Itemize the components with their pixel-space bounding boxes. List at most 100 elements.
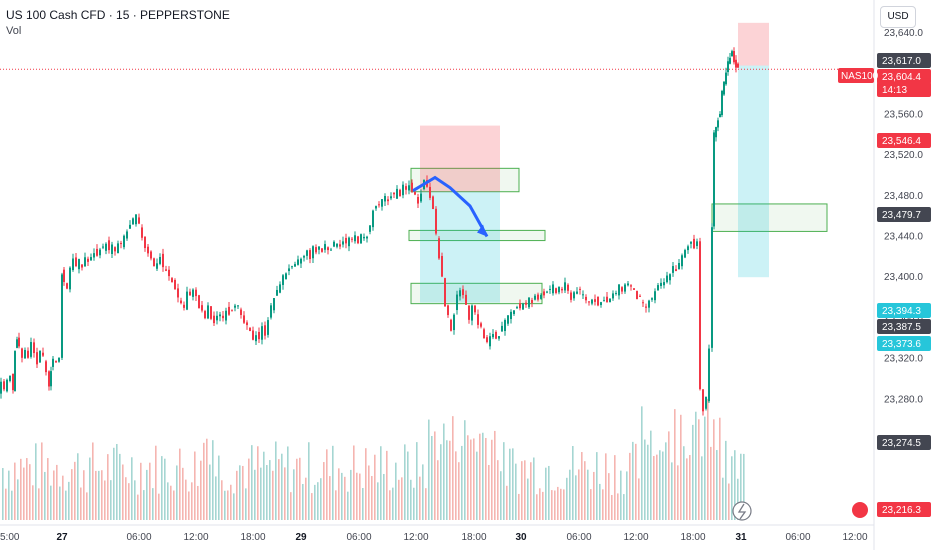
volume-bar <box>98 470 100 520</box>
volume-bar <box>569 469 571 520</box>
volume-bar <box>719 417 721 520</box>
candle-body <box>483 329 485 339</box>
volume-bar <box>428 419 430 520</box>
candle-body <box>195 289 197 297</box>
candle-body <box>198 295 200 309</box>
volume-bar <box>164 458 166 520</box>
currency-button[interactable]: USD <box>880 6 916 28</box>
volume-bar <box>260 467 262 520</box>
volume-bar <box>563 489 565 520</box>
volume-bar <box>293 469 295 520</box>
candle-body <box>147 246 149 254</box>
candle-body <box>630 285 632 287</box>
candle-body <box>450 319 452 331</box>
candle-body <box>624 284 626 292</box>
price-tag <box>877 336 931 351</box>
volume-bar <box>575 475 577 520</box>
volume-bar <box>44 471 46 520</box>
volume-bar <box>704 416 706 520</box>
candle-body <box>615 292 617 294</box>
volume-bar <box>272 470 274 520</box>
candle-body <box>507 315 509 324</box>
volume-bar <box>722 477 724 520</box>
volume-bar <box>296 458 298 520</box>
price-tag-label: 23,546.4 <box>882 136 921 147</box>
volume-bar <box>158 493 160 520</box>
candle-body <box>87 258 89 262</box>
candle-body <box>495 331 497 339</box>
volume-bar <box>317 482 319 520</box>
volume-bar <box>335 490 337 520</box>
candle-body <box>312 246 314 259</box>
volume-bar <box>677 465 679 520</box>
volume-bar <box>524 460 526 520</box>
volume-bar <box>332 445 334 520</box>
candle-body <box>24 349 26 359</box>
candle-body <box>96 248 98 256</box>
volume-bar <box>305 477 307 520</box>
volume-bar <box>518 493 520 520</box>
candle-body <box>504 320 506 332</box>
volume-bar <box>374 454 376 520</box>
candle-body <box>75 257 77 267</box>
candle-body <box>612 293 614 299</box>
candle-body <box>150 251 152 259</box>
volume-bar <box>167 482 169 520</box>
candle-body <box>228 306 230 315</box>
y-tick-label: 23,280.0 <box>884 394 923 405</box>
volume-bar <box>77 453 79 520</box>
volume-bar <box>266 465 268 520</box>
candle-body <box>219 314 221 317</box>
volume-bar <box>674 409 676 520</box>
x-tick-label: 12:00 <box>842 532 867 543</box>
volume-bar <box>182 467 184 520</box>
candle-body <box>429 186 431 198</box>
volume-bar <box>644 439 646 520</box>
candle-body <box>456 294 458 311</box>
volume-bar <box>491 439 493 520</box>
candle-body <box>459 290 461 297</box>
volume-bar <box>689 455 691 520</box>
candle-body <box>63 269 65 282</box>
symbol-tag-label: NAS100 <box>841 71 879 82</box>
volume-bar <box>74 461 76 520</box>
candle-body <box>669 274 671 281</box>
price-tag <box>877 53 931 68</box>
candle-body <box>84 257 86 267</box>
stop-zone <box>738 22 769 66</box>
volume-bar <box>20 458 22 520</box>
price-tag-label: 14:13 <box>882 85 907 96</box>
flash-icon[interactable] <box>732 501 752 521</box>
volume-bar <box>458 462 460 520</box>
price-tag <box>877 502 931 517</box>
candle-body <box>201 305 203 311</box>
candle-body <box>684 250 686 258</box>
candle-body <box>591 299 593 304</box>
volume-bar <box>170 485 172 520</box>
candle-body <box>52 358 54 367</box>
candle-body <box>372 210 374 228</box>
candle-body <box>546 291 548 293</box>
candle-body <box>636 291 638 300</box>
candle-body <box>360 234 362 244</box>
volume-bar <box>194 451 196 520</box>
candle-body <box>489 336 491 347</box>
candle-body <box>375 206 377 209</box>
candle-body <box>261 326 263 340</box>
volume-bar <box>593 471 595 520</box>
candle-body <box>525 302 527 305</box>
candle-body <box>246 322 248 326</box>
volume-bar <box>452 416 454 520</box>
candle-body <box>731 51 733 57</box>
candle-body <box>42 352 44 356</box>
candle-body <box>369 225 371 232</box>
candle-body <box>432 196 434 209</box>
volume-bar <box>59 486 61 520</box>
target-zone <box>738 65 769 278</box>
candle-body <box>444 278 446 307</box>
volume-bar <box>209 464 211 520</box>
volume-bar <box>662 451 664 520</box>
volume-bar <box>338 468 340 520</box>
x-tick-label: 18:00 <box>680 532 705 543</box>
